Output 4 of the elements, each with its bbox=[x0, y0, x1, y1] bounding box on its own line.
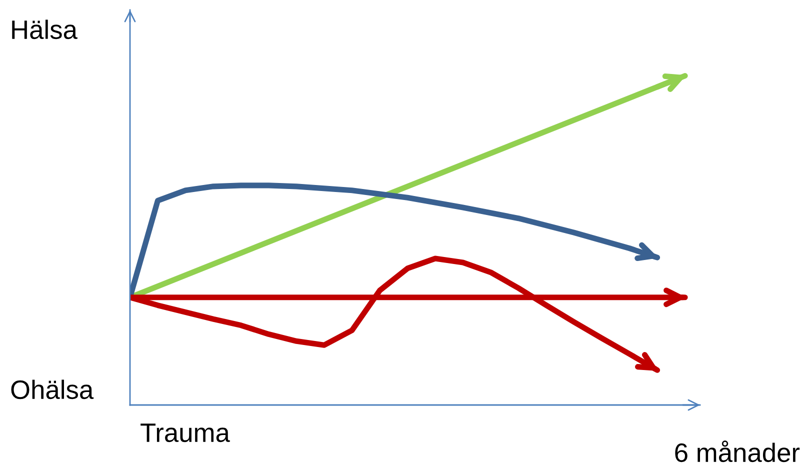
text: 6 månader bbox=[675, 440, 800, 462]
text: Trauma bbox=[140, 424, 230, 442]
text: Ohälsa bbox=[11, 380, 94, 400]
text: Hälsa bbox=[12, 20, 78, 40]
